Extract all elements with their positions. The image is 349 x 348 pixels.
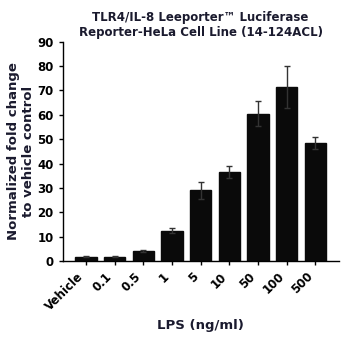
Bar: [276, 87, 297, 261]
X-axis label: LPS (ng/ml): LPS (ng/ml): [157, 319, 244, 332]
Bar: [75, 256, 97, 261]
Bar: [161, 230, 183, 261]
Bar: [247, 113, 269, 261]
Y-axis label: Normalized fold change
to vehicle control: Normalized fold change to vehicle contro…: [7, 62, 35, 240]
Bar: [305, 143, 326, 261]
Bar: [218, 172, 240, 261]
Bar: [190, 190, 211, 261]
Bar: [104, 256, 126, 261]
Bar: [133, 251, 154, 261]
Title: TLR4/IL-8 Leeporter™ Luciferase
Reporter-HeLa Cell Line (14-124ACL): TLR4/IL-8 Leeporter™ Luciferase Reporter…: [79, 11, 323, 39]
